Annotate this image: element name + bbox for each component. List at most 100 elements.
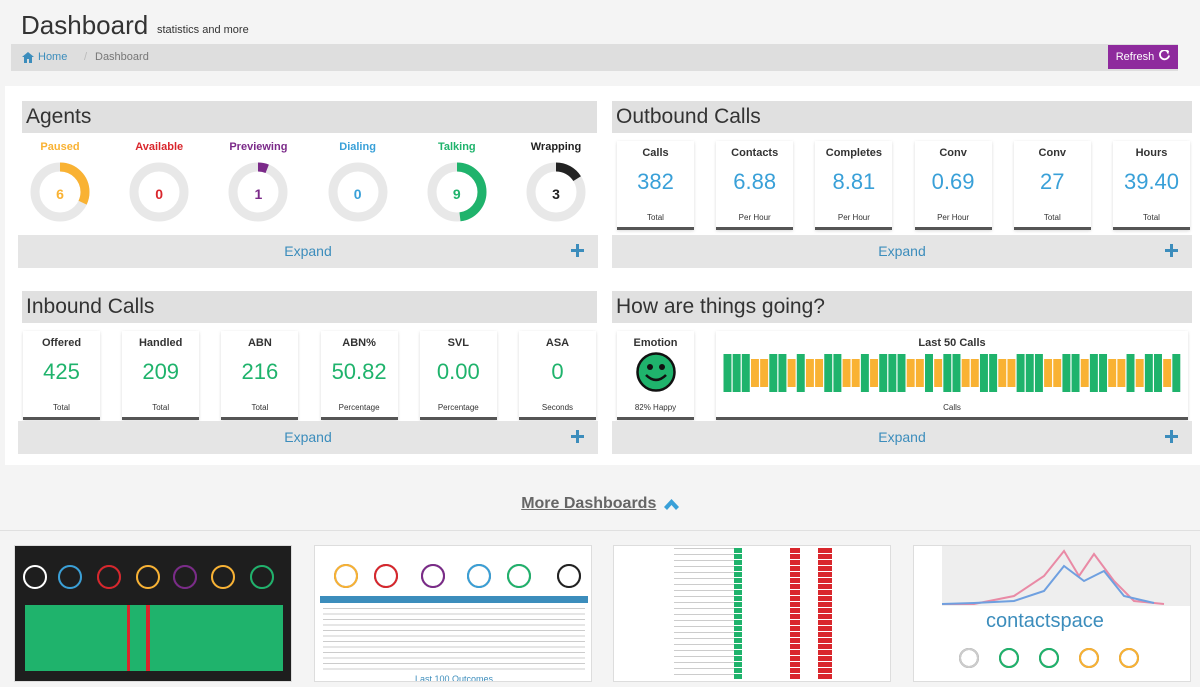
home-icon[interactable] — [22, 52, 34, 63]
outbound-stat-card: Calls 382 Total — [617, 141, 694, 230]
inbound-expand-bar[interactable]: Expand — [18, 421, 598, 454]
howgoing-panel: How are things going? Emotion 82% Happy … — [612, 291, 1192, 455]
smiley-icon — [636, 352, 676, 392]
plus-icon — [571, 244, 584, 257]
call-bar — [925, 354, 933, 392]
expand-label: Expand — [284, 243, 332, 259]
stat-value: 0 — [551, 359, 564, 384]
stat-value: 382 — [637, 169, 674, 194]
call-bar — [870, 359, 879, 387]
outbound-stat-card: Contacts 6.88 Per Hour — [716, 141, 794, 230]
refresh-button[interactable]: Refresh — [1108, 45, 1178, 69]
gauge-ring — [129, 162, 189, 222]
expand-label: Expand — [284, 429, 332, 445]
stat-value: 8.81 — [832, 169, 876, 194]
dashboard-thumbnail-preview — [23, 565, 283, 671]
gauge-fill — [30, 162, 90, 222]
last-calls-unit: Calls — [943, 403, 961, 412]
page-title: Dashboard — [21, 10, 149, 40]
page-header: Dashboard statistics and more — [0, 0, 1200, 44]
chevron-up-icon — [663, 498, 679, 510]
stat-label: ASA — [545, 337, 570, 349]
call-bar — [805, 359, 814, 387]
stat-value: 209 — [142, 359, 180, 384]
inbound-panel-title: Inbound Calls — [22, 291, 597, 323]
outbound-expand-bar[interactable]: Expand — [612, 235, 1192, 268]
call-bar — [879, 354, 888, 392]
call-bar — [1099, 354, 1108, 392]
inbound-stat-card: ABN 216 Total — [221, 331, 299, 420]
stat-unit: Total — [53, 403, 70, 412]
call-bar — [842, 359, 851, 387]
howgoing-expand-bar[interactable]: Expand — [612, 421, 1192, 454]
gauge-ring — [30, 162, 90, 222]
stat-unit: Total — [647, 213, 664, 222]
gauge-value: 0 — [155, 186, 164, 202]
inbound-stat-card: ASA 0 Seconds — [519, 331, 596, 420]
breadcrumb-home-link[interactable]: Home — [38, 51, 68, 63]
gauge-fill — [228, 162, 288, 222]
inbound-stat-card: Offered 425 Total — [23, 331, 100, 420]
gauge-value: 1 — [254, 186, 263, 202]
dashboard-thumbnail[interactable]: contactspace — [913, 545, 1191, 682]
inbound-stat-card: ABN% 50.82 Percentage — [320, 331, 398, 420]
agents-panel-title: Agents — [22, 101, 597, 133]
call-bar — [1144, 354, 1153, 392]
call-bar — [1154, 354, 1162, 392]
more-dashboards-link[interactable]: More Dashboards — [0, 495, 1200, 513]
gauge-fill — [427, 162, 487, 222]
gauge-label: Previewing — [229, 141, 288, 153]
agent-gauge-previewing: Previewing 1 — [225, 141, 291, 231]
stat-unit: Per Hour — [738, 213, 771, 222]
emotion-label: Emotion — [633, 337, 678, 349]
agent-gauge-talking: Talking 9 — [424, 141, 490, 231]
agents-panel: Agents Paused 6 Available 0 Previewing 1 Diali… — [18, 101, 598, 269]
dashboard-thumbnail-preview — [674, 548, 832, 679]
gauge-label: Dialing — [339, 141, 376, 153]
breadcrumb-current: Dashboard — [95, 51, 149, 63]
call-bar — [1108, 359, 1117, 387]
stat-label: SVL — [447, 337, 469, 349]
thumbnail-caption: Last 100 Outcomes — [414, 674, 494, 682]
call-bar — [970, 359, 979, 387]
stat-unit: Seconds — [541, 403, 574, 412]
dashboard-thumbnail[interactable] — [14, 545, 292, 682]
page-subtitle: statistics and more — [157, 24, 249, 36]
outbound-stat-card: Hours 39.40 Total — [1113, 141, 1190, 230]
stat-label: Conv — [939, 147, 967, 159]
agent-gauge-wrapping: Wrapping 3 — [523, 141, 589, 231]
outbound-stat-card: Conv 0.69 Per Hour — [914, 141, 992, 230]
breadcrumb: Home / Dashboard — [11, 44, 1178, 71]
gauge-ring — [526, 162, 586, 222]
call-bar — [760, 359, 769, 387]
dashboard-thumbnail-preview — [320, 564, 588, 670]
gauge-value: 0 — [353, 186, 362, 202]
agents-expand-bar[interactable]: Expand — [18, 235, 598, 268]
call-bar — [943, 354, 952, 392]
call-bar — [1053, 359, 1062, 387]
last-calls-bars — [723, 354, 1181, 392]
last-calls-card: Last 50 Calls Calls — [716, 331, 1188, 420]
call-bar — [1080, 359, 1089, 387]
call-bar — [888, 354, 897, 392]
breadcrumb-separator: / — [84, 51, 88, 63]
stat-label: Completes — [825, 147, 883, 159]
call-bar — [851, 359, 860, 387]
call-bar — [741, 354, 750, 392]
call-bar — [1007, 359, 1016, 387]
emotion-card: Emotion 82% Happy — [617, 331, 694, 420]
agent-gauge-available: Available 0 — [126, 141, 192, 231]
refresh-label: Refresh — [1115, 51, 1155, 63]
emotion-text: 82% Happy — [634, 403, 677, 412]
plus-icon — [571, 430, 584, 443]
call-bar — [769, 354, 778, 392]
call-bar — [1044, 359, 1053, 387]
stat-value: 0.00 — [436, 359, 480, 384]
call-bar — [1172, 354, 1181, 392]
stat-unit: Total — [251, 403, 269, 412]
agent-gauge-dialing: Dialing 0 — [325, 141, 391, 231]
stat-label: Contacts — [731, 147, 779, 159]
divider — [0, 530, 1200, 531]
dashboard-thumbnail[interactable]: Last 100 Outcomes — [314, 545, 592, 682]
dashboard-thumbnail[interactable] — [613, 545, 891, 682]
